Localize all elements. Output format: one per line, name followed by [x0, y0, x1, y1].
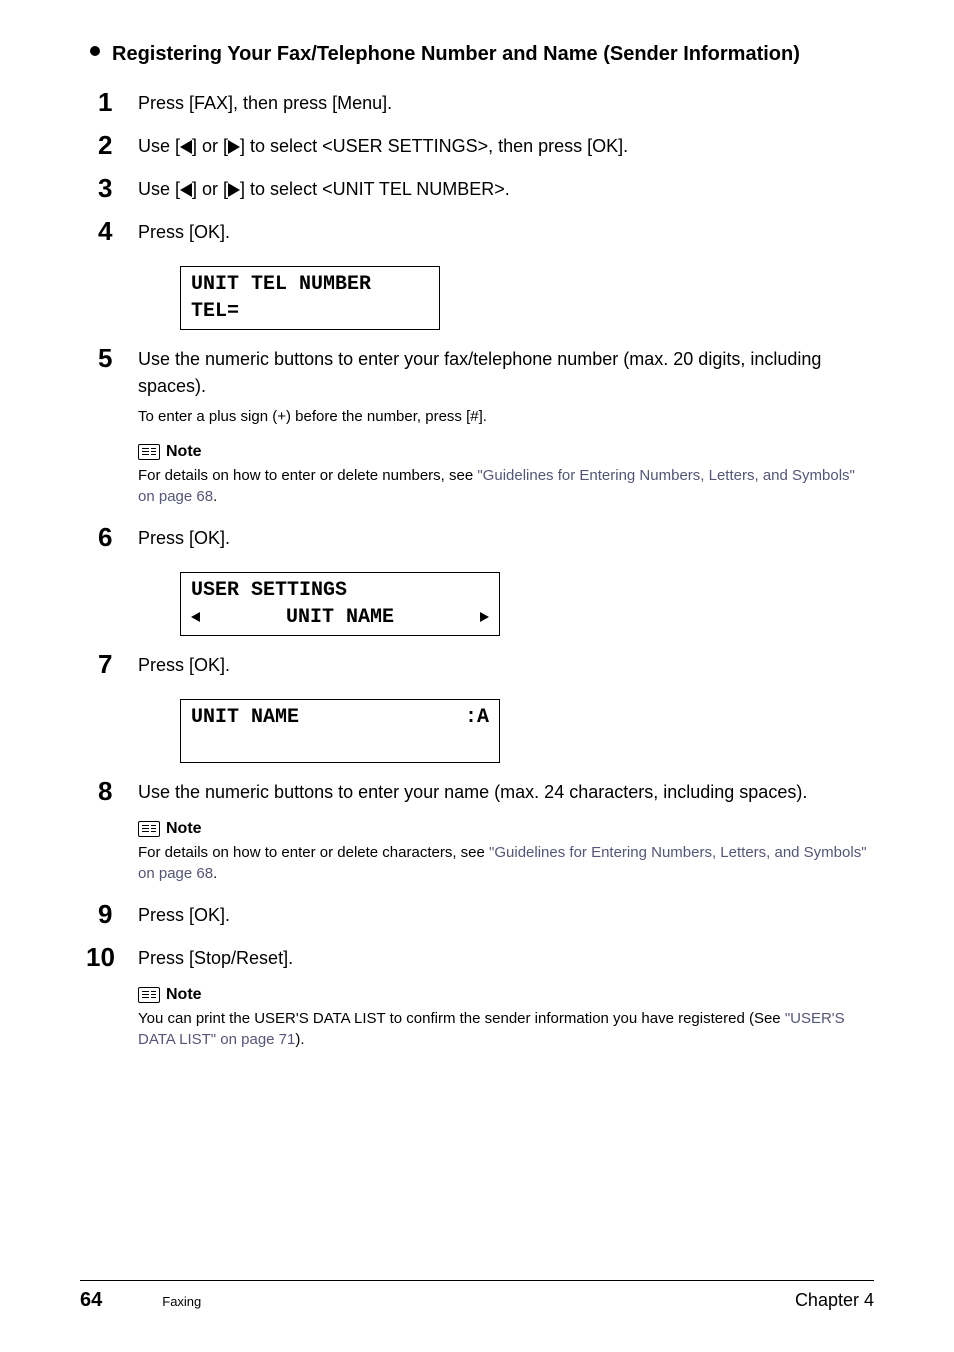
note-title: Note: [166, 986, 202, 1004]
text-part: ] or [: [192, 136, 228, 156]
note-icon: [138, 444, 160, 460]
lcd-display-user: USER SETTINGS UNIT NAME: [180, 572, 500, 636]
lcd-arrow-left-icon: [191, 612, 200, 622]
note-header: Note: [138, 986, 874, 1004]
step-number: 7: [98, 650, 138, 679]
note-block: Note For details on how to enter or dele…: [138, 820, 874, 884]
step-2: 2 Use [ ] or [ ] to select <USER SETTINGS>…: [98, 131, 874, 160]
step-6: 6 Press [OK].: [98, 523, 874, 552]
step-3: 3 Use [ ] or [ ] to select <UNIT TEL NUMBE…: [98, 174, 874, 203]
section-heading: Registering Your Fax/Telephone Number an…: [90, 40, 874, 68]
lcd-arrow-right-icon: [480, 612, 489, 622]
footer-section: Faxing: [162, 1294, 201, 1309]
text-part: ] to select <USER SETTINGS>, then press …: [240, 136, 628, 156]
step-subtext: To enter a plus sign (+) before the numb…: [138, 406, 874, 429]
lcd-line: UNIT TEL NUMBER: [191, 271, 429, 298]
lcd-row: UNIT NAME :A: [191, 704, 489, 731]
note-text: For details on how to enter or delete nu…: [138, 467, 477, 484]
lcd-display-tel: UNIT TEL NUMBER TEL=: [180, 266, 440, 330]
page-number: 64: [80, 1289, 102, 1312]
heading-text: Registering Your Fax/Telephone Number an…: [112, 40, 800, 68]
step-number: 10: [86, 943, 138, 972]
step-number: 6: [98, 523, 138, 552]
step-9: 9 Press [OK].: [98, 900, 874, 929]
note-block: Note You can print the USER'S DATA LIST …: [138, 986, 874, 1050]
note-text: .: [213, 488, 217, 505]
step-10: 10 Press [Stop/Reset].: [98, 943, 874, 972]
step-number: 3: [98, 174, 138, 203]
text-part: ] to select <UNIT TEL NUMBER>.: [240, 179, 510, 199]
step-text: Press [OK].: [138, 217, 230, 246]
step-number: 1: [98, 88, 138, 117]
bullet-icon: [90, 46, 100, 56]
step-text: Press [OK].: [138, 900, 230, 929]
step-text: Use [ ] or [ ] to select <USER SETTINGS>, …: [138, 131, 628, 160]
step-7: 7 Press [OK].: [98, 650, 874, 679]
step-4: 4 Press [OK].: [98, 217, 874, 246]
note-title: Note: [166, 820, 202, 838]
text-part: Use [: [138, 136, 180, 156]
step-number: 8: [98, 777, 138, 806]
step-text: Use the numeric buttons to enter your fa…: [138, 346, 874, 400]
text-part: ] or [: [192, 179, 228, 199]
lcd-display-name: UNIT NAME :A: [180, 699, 500, 763]
step-number: 2: [98, 131, 138, 160]
step-text: Use the numeric buttons to enter your na…: [138, 777, 807, 806]
lcd-line: TEL=: [191, 298, 429, 325]
note-header: Note: [138, 820, 874, 838]
note-text: .: [213, 865, 217, 882]
page-footer: 64 Faxing Chapter 4: [80, 1280, 874, 1312]
note-icon: [138, 821, 160, 837]
note-body: For details on how to enter or delete nu…: [138, 465, 874, 507]
step-text: Use [ ] or [ ] to select <UNIT TEL NUMBER>…: [138, 174, 510, 203]
note-body: You can print the USER'S DATA LIST to co…: [138, 1008, 874, 1050]
text-part: Use [: [138, 179, 180, 199]
step-content: Use the numeric buttons to enter your fa…: [138, 344, 874, 429]
lcd-row: UNIT NAME: [191, 604, 489, 631]
lcd-line: USER SETTINGS: [191, 577, 489, 604]
arrow-right-icon: [228, 183, 240, 197]
step-8: 8 Use the numeric buttons to enter your …: [98, 777, 874, 806]
note-body: For details on how to enter or delete ch…: [138, 842, 874, 884]
footer-left: 64 Faxing: [80, 1289, 201, 1312]
note-icon: [138, 987, 160, 1003]
step-number: 4: [98, 217, 138, 246]
step-5: 5 Use the numeric buttons to enter your …: [98, 344, 874, 429]
arrow-right-icon: [228, 140, 240, 154]
note-text: You can print the USER'S DATA LIST to co…: [138, 1010, 785, 1027]
arrow-left-icon: [180, 183, 192, 197]
lcd-line: [191, 731, 489, 758]
step-text: Press [Stop/Reset].: [138, 943, 293, 972]
note-text: ).: [295, 1031, 304, 1048]
lcd-text: :A: [465, 704, 489, 731]
note-text: For details on how to enter or delete ch…: [138, 844, 489, 861]
step-1: 1 Press [FAX], then press [Menu].: [98, 88, 874, 117]
step-text: Press [OK].: [138, 650, 230, 679]
step-number: 9: [98, 900, 138, 929]
step-text: Press [FAX], then press [Menu].: [138, 88, 392, 117]
note-header: Note: [138, 443, 874, 461]
lcd-line: UNIT NAME: [286, 604, 394, 631]
lcd-text: UNIT NAME: [191, 704, 299, 731]
arrow-left-icon: [180, 140, 192, 154]
note-title: Note: [166, 443, 202, 461]
footer-chapter: Chapter 4: [795, 1290, 874, 1311]
step-number: 5: [98, 344, 138, 373]
step-text: Press [OK].: [138, 523, 230, 552]
note-block: Note For details on how to enter or dele…: [138, 443, 874, 507]
